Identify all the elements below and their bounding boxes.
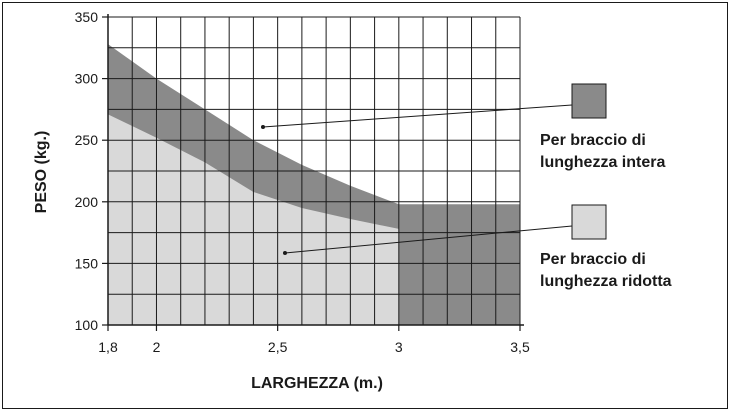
x-tick-label: 3,5 bbox=[510, 339, 530, 355]
x-axis-label: LARGHEZZA (m.) bbox=[251, 375, 383, 392]
leader-line bbox=[284, 225, 573, 254]
x-tick-label: 2 bbox=[153, 339, 161, 355]
y-tick-label: 200 bbox=[75, 194, 99, 210]
y-tick-label: 250 bbox=[75, 132, 99, 148]
legend-label-line1: Per braccio di bbox=[540, 251, 646, 268]
y-tick-label: 100 bbox=[75, 317, 99, 333]
tick-label-layer: 100 150 200 250 300 350 1,8 2 2,5 3 3,5 bbox=[75, 9, 530, 355]
axes-layer bbox=[102, 14, 524, 331]
legend-swatch bbox=[571, 204, 607, 240]
leader-dot bbox=[261, 125, 265, 129]
legend-label-line1: Per braccio di bbox=[540, 132, 646, 149]
y-tick-label: 350 bbox=[75, 9, 99, 25]
legend-swatch bbox=[571, 83, 607, 119]
x-tick-label: 1,8 bbox=[98, 339, 118, 355]
legend-label-line2: lunghezza ridotta bbox=[540, 273, 672, 290]
y-axis-label: PESO (kg.) bbox=[33, 131, 50, 214]
legend: Per braccio di lunghezza intera Per bracci… bbox=[261, 83, 672, 290]
y-tick-label: 300 bbox=[75, 71, 99, 87]
legend-label-line2: lunghezza intera bbox=[540, 154, 665, 171]
area-layer bbox=[108, 44, 520, 325]
leader-dot bbox=[283, 251, 287, 255]
x-tick-label: 3 bbox=[395, 339, 403, 355]
y-tick-label: 150 bbox=[75, 255, 99, 271]
x-tick-label: 2,5 bbox=[268, 339, 288, 355]
leader-line bbox=[262, 104, 573, 128]
grid-layer bbox=[107, 16, 521, 326]
